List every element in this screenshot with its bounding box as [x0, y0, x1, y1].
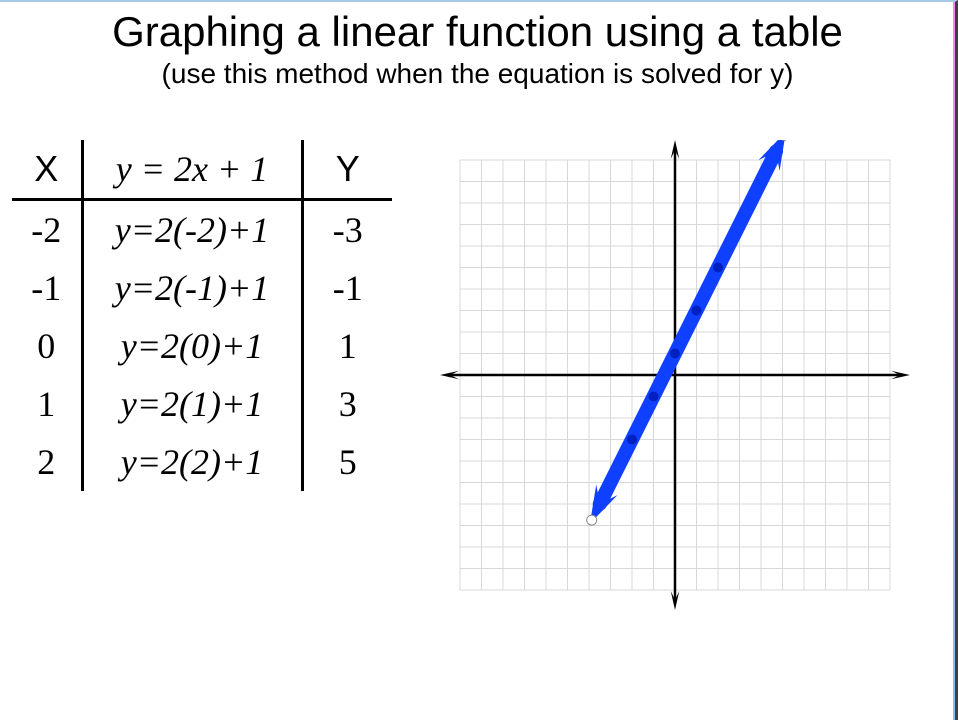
cell-x: 0 [12, 317, 82, 375]
coordinate-graph [430, 140, 930, 660]
right-edge-decoration [953, 2, 955, 720]
xy-table: X y = 2x + 1 Y -2 y=2(-2)+1 -3 -1 y=2(-1… [12, 140, 392, 491]
cell-work: y=2(-1)+1 [82, 259, 302, 317]
cell-y: 3 [302, 375, 392, 433]
table-row: 1 y=2(1)+1 3 [12, 375, 392, 433]
title-block: Graphing a linear function using a table… [0, 2, 955, 90]
table-body: -2 y=2(-2)+1 -3 -1 y=2(-1)+1 -1 0 y=2(0)… [12, 200, 392, 492]
subtitle: (use this method when the equation is so… [0, 58, 955, 90]
cell-work: y=2(1)+1 [82, 375, 302, 433]
main-title: Graphing a linear function using a table [0, 8, 955, 56]
content-row: X y = 2x + 1 Y -2 y=2(-2)+1 -3 -1 y=2(-1… [0, 140, 955, 640]
cell-work: y=2(2)+1 [82, 433, 302, 491]
table-row: -2 y=2(-2)+1 -3 [12, 200, 392, 260]
cell-x: -2 [12, 200, 82, 260]
header-equation: y = 2x + 1 [82, 140, 302, 200]
cell-y: 5 [302, 433, 392, 491]
cell-work: y=2(0)+1 [82, 317, 302, 375]
cell-y: 1 [302, 317, 392, 375]
table-row: 2 y=2(2)+1 5 [12, 433, 392, 491]
graph-area [430, 140, 930, 640]
cell-y: -3 [302, 200, 392, 260]
cell-work: y=2(-2)+1 [82, 200, 302, 260]
cell-x: -1 [12, 259, 82, 317]
table-row: 0 y=2(0)+1 1 [12, 317, 392, 375]
cell-x: 2 [12, 433, 82, 491]
header-y: Y [302, 140, 392, 200]
cell-y: -1 [302, 259, 392, 317]
cell-x: 1 [12, 375, 82, 433]
value-table: X y = 2x + 1 Y -2 y=2(-2)+1 -3 -1 y=2(-1… [0, 140, 430, 640]
table-row: -1 y=2(-1)+1 -1 [12, 259, 392, 317]
header-x: X [12, 140, 82, 200]
